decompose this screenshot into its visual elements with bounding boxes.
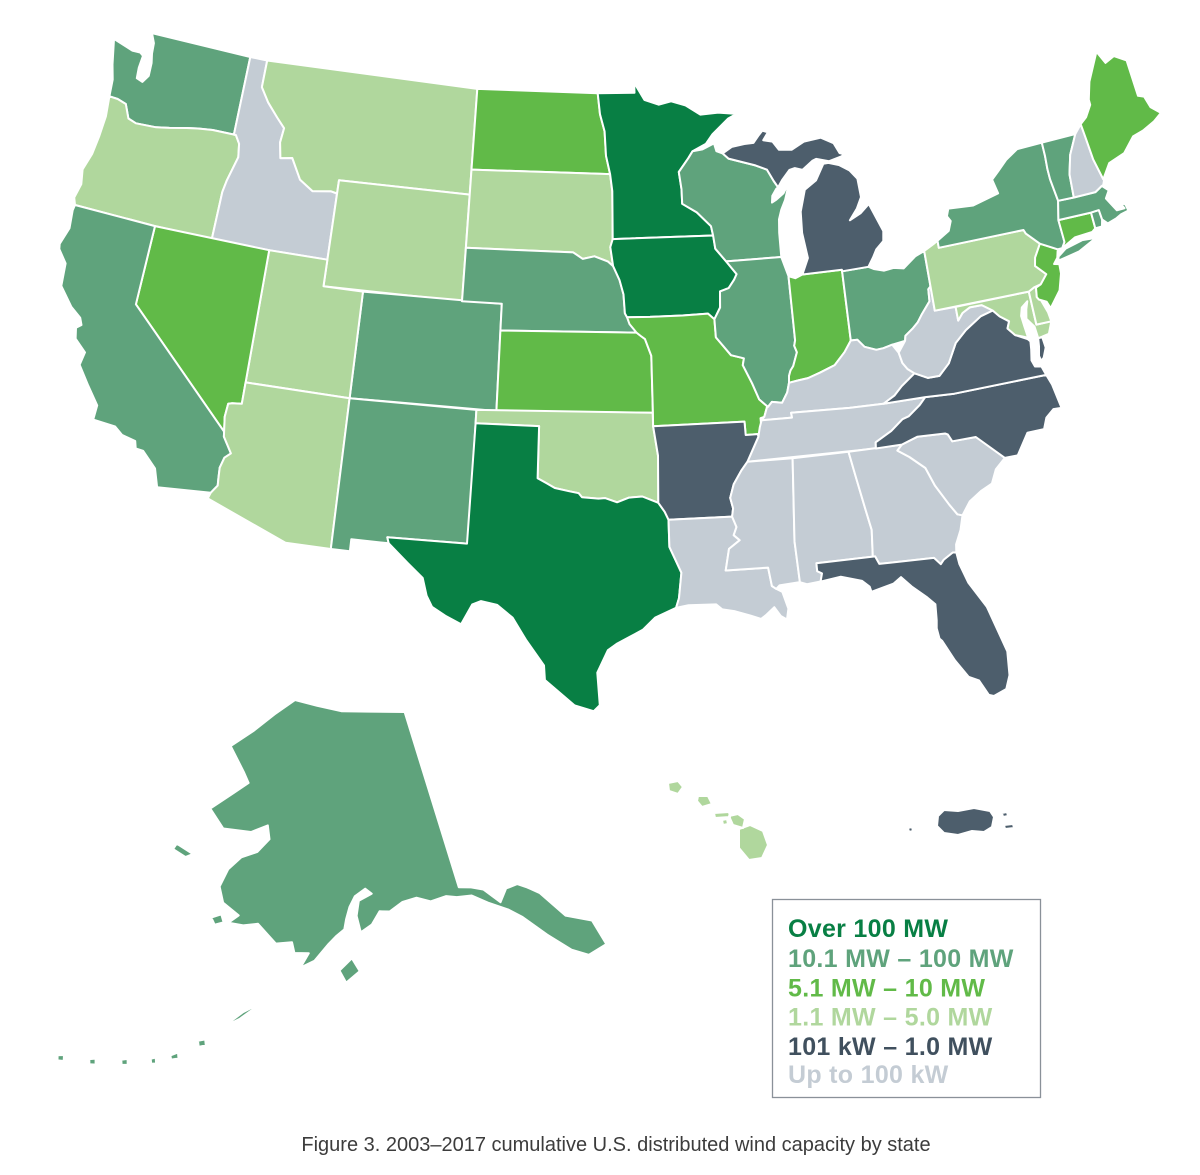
svg-text:101 kW – 1.0 MW: 101 kW – 1.0 MW bbox=[788, 1033, 993, 1061]
svg-text:1.1 MW – 5.0 MW: 1.1 MW – 5.0 MW bbox=[788, 1004, 993, 1032]
svg-text:Over 100 MW: Over 100 MW bbox=[788, 915, 948, 943]
svg-text:Figure 3. 2003–2017 cumulative: Figure 3. 2003–2017 cumulative U.S. dist… bbox=[301, 1134, 930, 1156]
svg-text:5.1 MW – 10 MW: 5.1 MW – 10 MW bbox=[788, 975, 985, 1003]
svg-text:Up to 100 kW: Up to 100 kW bbox=[788, 1061, 949, 1089]
svg-text:10.1 MW – 100 MW: 10.1 MW – 100 MW bbox=[788, 945, 1014, 973]
